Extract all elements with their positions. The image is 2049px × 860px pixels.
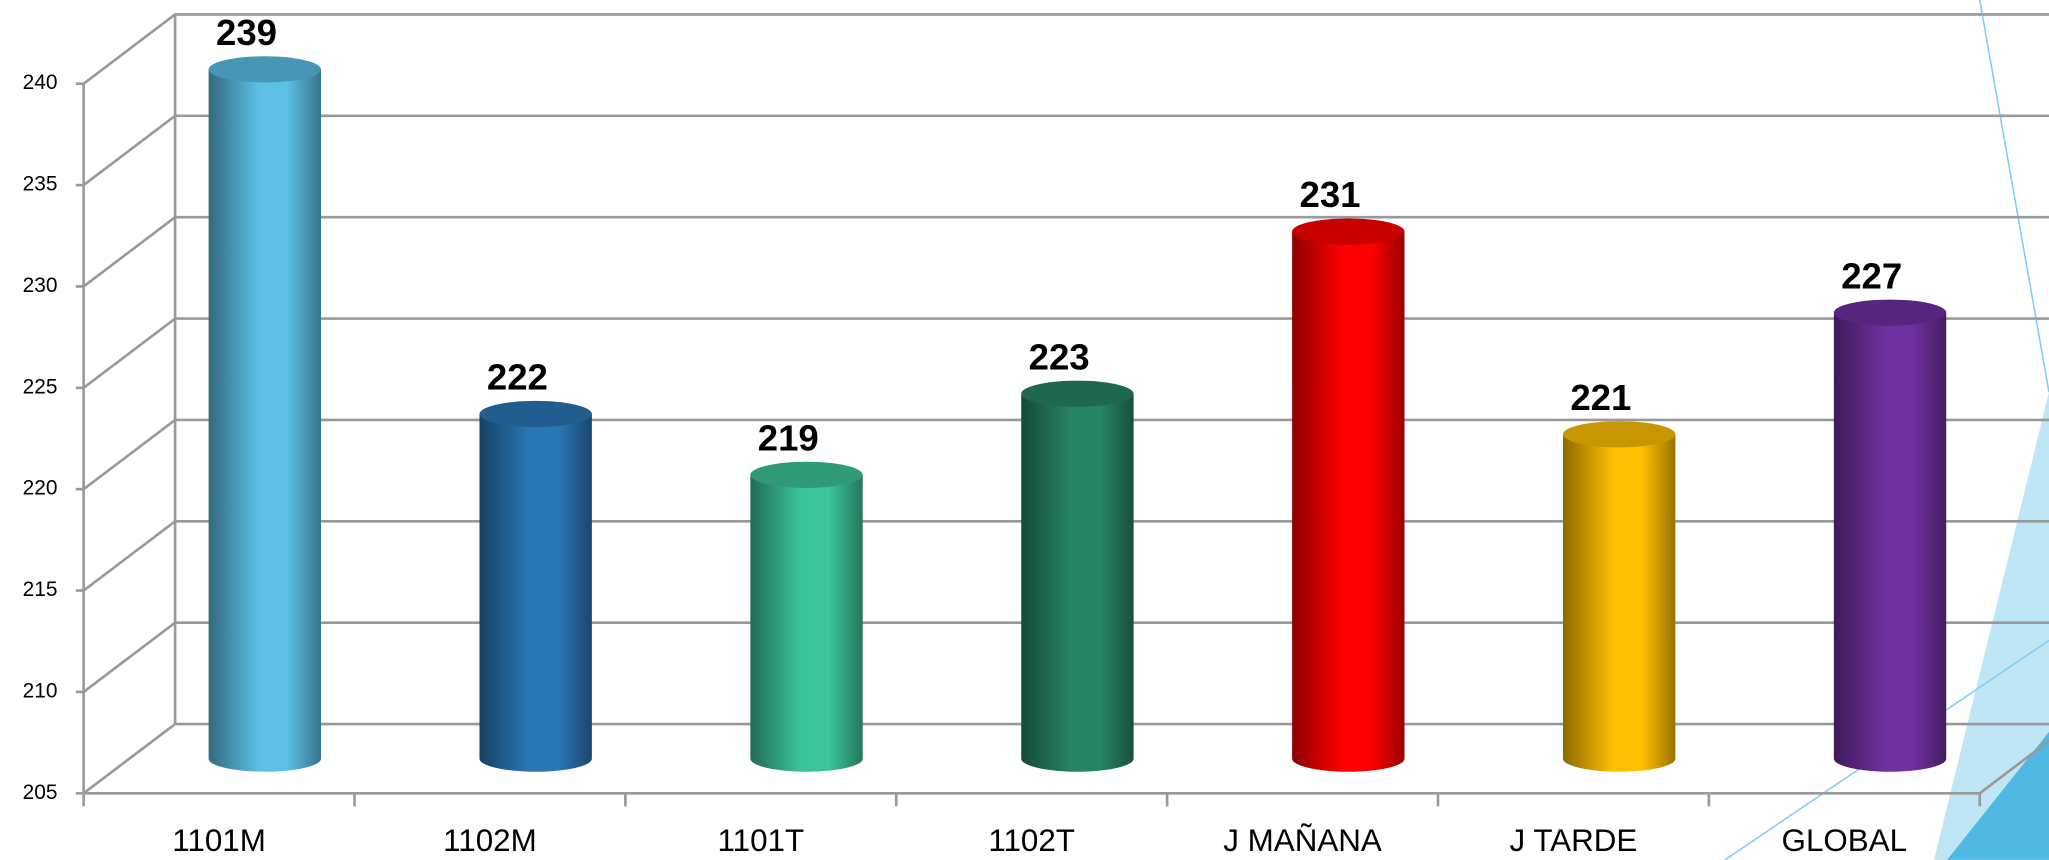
grid-line <box>82 519 2049 592</box>
bar-body <box>1292 231 1405 772</box>
x-tick-label: 1101T <box>718 823 805 858</box>
y-tick-label: 215 <box>23 578 58 601</box>
y-tick-label: 225 <box>23 375 58 398</box>
value-label: 239 <box>216 12 277 53</box>
y-tick-label: 205 <box>23 781 58 804</box>
bar-top <box>1021 380 1134 407</box>
y-tick-label: 220 <box>23 477 58 500</box>
bar-top <box>1833 299 1947 326</box>
bar <box>1833 299 1947 772</box>
grid-line <box>82 114 2049 187</box>
value-label: 222 <box>487 357 548 398</box>
value-label: 231 <box>1299 174 1360 215</box>
bar-body <box>1021 393 1134 772</box>
y-tick-label: 235 <box>23 173 58 196</box>
bar <box>1021 380 1134 772</box>
bar-body <box>1562 434 1676 772</box>
grid-line <box>82 621 2049 693</box>
y-tick-label: 230 <box>23 274 58 297</box>
bar-body <box>750 474 863 772</box>
x-tick-label: 1101M <box>172 823 266 858</box>
bar-body <box>1833 312 1947 772</box>
grid-line <box>82 317 2049 389</box>
grid-line <box>82 13 2049 85</box>
bar-top <box>208 56 321 83</box>
value-label: 223 <box>1029 336 1090 377</box>
value-label: 227 <box>1841 255 1902 296</box>
bar-top <box>1292 218 1405 245</box>
grid-line <box>82 215 2049 288</box>
background-decoration <box>1724 0 2049 860</box>
bar <box>479 400 592 772</box>
x-tick-label: 1102M <box>443 823 537 858</box>
grid-line <box>82 722 2049 795</box>
y-tick-label: 210 <box>23 679 58 702</box>
bar <box>208 56 321 772</box>
bar <box>1562 421 1676 772</box>
bar <box>1292 218 1405 772</box>
bar <box>750 461 863 772</box>
x-tick-label: 1102T <box>988 823 1075 858</box>
bar-body <box>208 69 321 772</box>
grid-line <box>82 418 2049 491</box>
bar-top <box>1562 421 1676 448</box>
x-tick-label: GLOBAL <box>1782 823 1908 858</box>
bar-body <box>479 414 592 772</box>
x-tick-label: J TARDE <box>1510 823 1638 858</box>
value-label: 221 <box>1570 377 1631 418</box>
bar-top <box>479 400 592 428</box>
y-tick-label: 240 <box>23 71 58 94</box>
x-tick-label: J MAÑANA <box>1223 823 1382 858</box>
bar-top <box>750 461 863 488</box>
value-label: 219 <box>758 418 819 459</box>
